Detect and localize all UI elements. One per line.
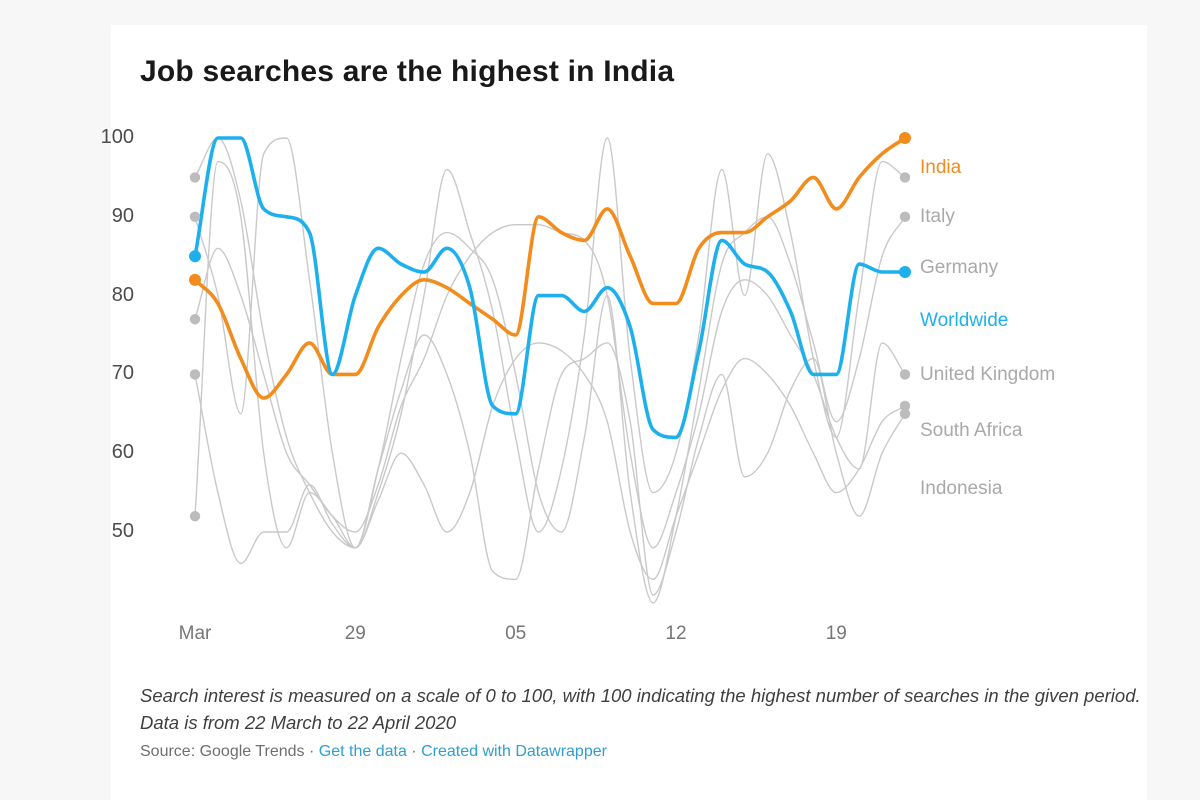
legend-label-worldwide: Worldwide: [920, 310, 1009, 331]
legend-label-italy: Italy: [920, 206, 955, 227]
start-dot-indonesia: [189, 511, 201, 522]
source-label: Source: Google Trends: [140, 743, 305, 760]
y-axis-tick-label: 70: [111, 362, 134, 385]
get-the-data-link[interactable]: Get the data: [318, 743, 407, 760]
source-line: Source: Google Trends · Get the data · C…: [140, 743, 607, 761]
start-dot-south-africa: [189, 369, 201, 380]
start-dot-worldwide: [189, 250, 201, 263]
end-dot-italy: [899, 172, 911, 183]
x-axis-tick-label-29: 29: [344, 623, 366, 644]
series-line-india: [193, 136, 907, 400]
legend-label-indonesia: Indonesia: [920, 478, 1003, 499]
legend-label-germany: Germany: [920, 257, 999, 278]
series-line-germany: [194, 137, 906, 604]
start-dot-italy: [189, 172, 201, 183]
end-dot-worldwide: [899, 265, 911, 278]
end-dot-india: [899, 132, 911, 144]
legend-label-united-kingdom: United Kingdom: [920, 364, 1056, 385]
chart-title: Job searches are the highest in India: [140, 55, 675, 88]
series-line-worldwide: [193, 136, 907, 440]
start-dot-india: [189, 273, 201, 286]
y-axis-tick-label: 90: [111, 204, 134, 227]
chart-card: Job searches are the highest in India 10…: [101, 25, 1147, 800]
end-dot-indonesia: [899, 408, 911, 419]
separator-dot: ·: [411, 743, 417, 760]
series-line-south-africa: [194, 342, 906, 581]
footer-note: Search interest is measured on a scale o…: [140, 685, 1141, 733]
legend-label-india: India: [920, 157, 962, 178]
end-dot-germany: [899, 211, 911, 222]
y-axis-tick-label: 60: [111, 441, 134, 464]
series-line-italy: [194, 137, 906, 549]
end-dot-south-africa: [899, 400, 911, 412]
y-axis-tick-label: 80: [111, 283, 134, 306]
legend-label-south-africa: South Africa: [920, 420, 1023, 441]
x-axis-tick-label-mar: Mar: [178, 623, 212, 644]
y-axis-tick-label: 100: [100, 126, 134, 148]
end-dot-united-kingdom: [899, 369, 911, 380]
plot-area: [189, 132, 911, 604]
start-dot-united-kingdom: [189, 314, 201, 325]
series-line-indonesia: [194, 160, 906, 596]
x-axis-tick-label-19: 19: [825, 623, 847, 644]
start-dot-germany: [189, 211, 201, 222]
separator-dot: ·: [309, 743, 315, 760]
y-axis-tick-label: 50: [111, 520, 134, 542]
x-axis-tick-label-12: 12: [665, 623, 687, 644]
x-axis-tick-label-05: 05: [505, 623, 527, 644]
line-chart: 100 90 80 70 60 50 Mar 29 05 12 19 India Italy Germ…: [101, 25, 1147, 800]
datawrapper-link[interactable]: Created with Datawrapper: [421, 743, 607, 760]
